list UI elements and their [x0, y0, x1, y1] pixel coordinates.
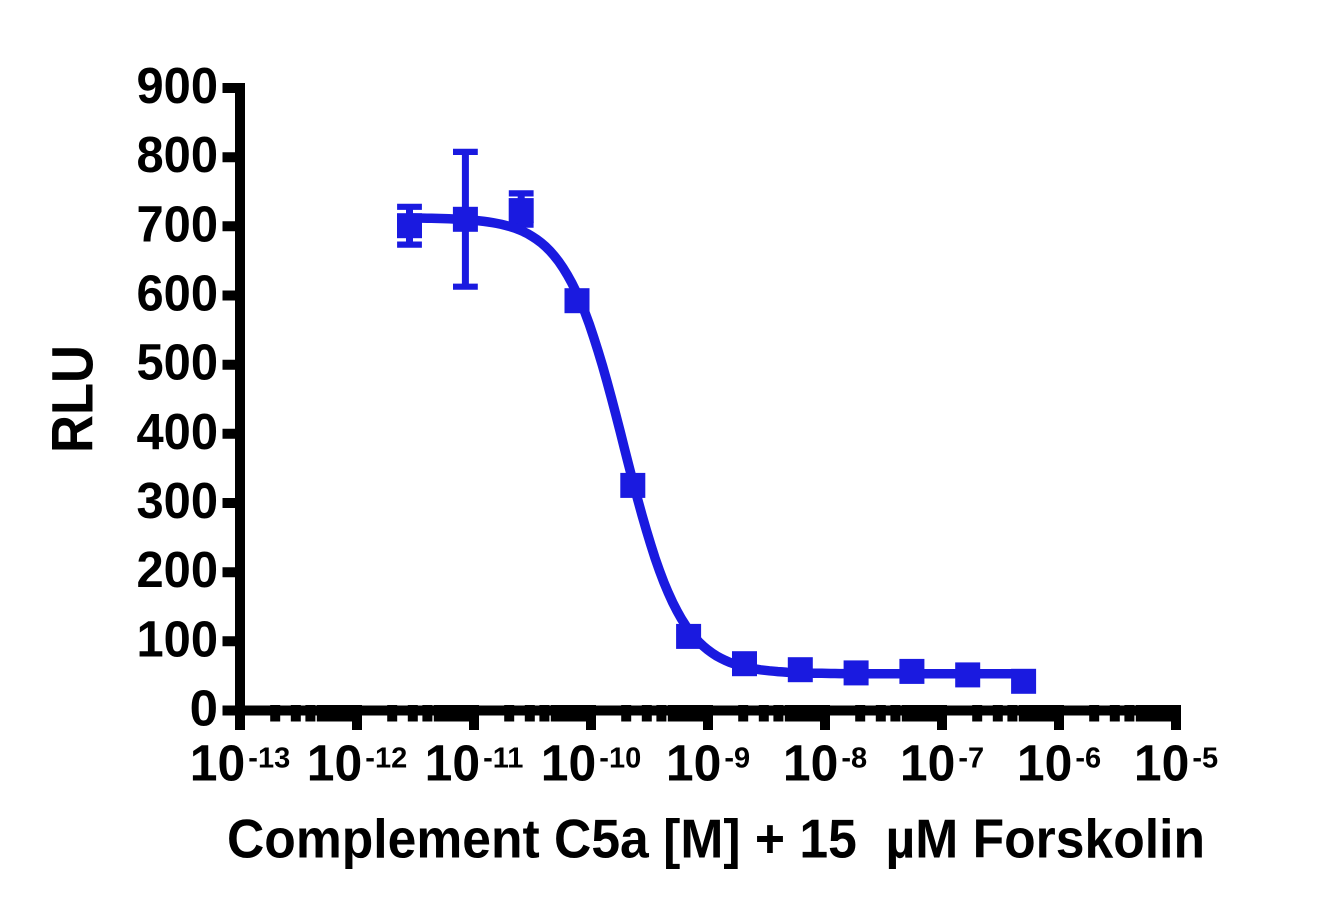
svg-text:500: 500 [137, 334, 219, 391]
svg-text:900: 900 [137, 57, 219, 114]
svg-text:10-5: 10 -5 [1134, 735, 1218, 792]
svg-text:10-13: 10 -13 [190, 735, 290, 792]
svg-text:RLU: RLU [41, 345, 106, 453]
svg-text:0: 0 [190, 680, 218, 737]
svg-text:Complement C5a [M] + 15 µM Fo: Complement C5a [M] + 15 µM Forskolin [227, 809, 1205, 870]
svg-text:10-8: 10 -8 [783, 735, 867, 792]
svg-text:700: 700 [137, 195, 219, 252]
svg-text:10-9: 10 -9 [666, 735, 750, 792]
svg-text:200: 200 [137, 541, 219, 598]
svg-text:300: 300 [137, 472, 219, 529]
svg-text:400: 400 [137, 403, 219, 460]
svg-text:10-6: 10 -6 [1017, 735, 1101, 792]
svg-text:10-10: 10 -10 [541, 735, 641, 792]
svg-text:800: 800 [137, 126, 219, 183]
svg-text:10-12: 10 -12 [307, 735, 407, 792]
svg-text:10-7: 10 -7 [900, 735, 984, 792]
svg-text:600: 600 [137, 265, 219, 322]
svg-text:10-11: 10 -11 [425, 735, 524, 792]
svg-text:100: 100 [137, 610, 219, 667]
